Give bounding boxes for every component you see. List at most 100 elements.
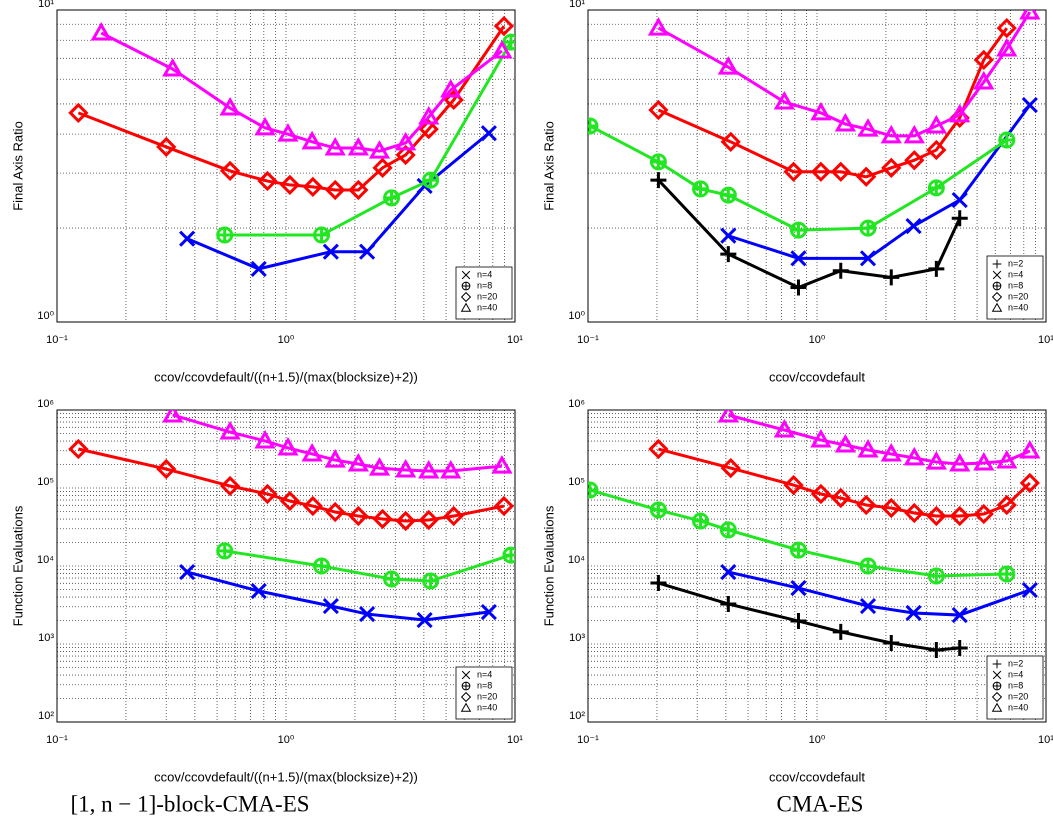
marker: [418, 509, 439, 531]
marker: [832, 623, 849, 640]
marker: [219, 97, 241, 116]
marker: [322, 597, 339, 615]
marker: [588, 117, 599, 135]
marker: [973, 70, 995, 90]
marker: [440, 79, 462, 98]
legend-label: n=8: [477, 680, 492, 690]
legend-marker: [460, 691, 472, 703]
marker: [783, 474, 804, 496]
marker: [783, 161, 804, 182]
caption: [1, n − 1]-block-CMA-ES: [70, 791, 309, 816]
legend-marker: [461, 670, 471, 680]
marker: [348, 505, 369, 527]
legend-label: n=20: [1008, 691, 1028, 701]
marker: [90, 21, 112, 41]
marker: [834, 433, 856, 453]
marker: [834, 113, 856, 132]
y-tick-label: 10⁰: [568, 310, 585, 322]
marker: [1019, 472, 1040, 494]
marker: [1021, 96, 1038, 114]
marker: [179, 230, 196, 247]
y-tick-label: 10¹: [569, 0, 585, 10]
marker: [926, 139, 947, 161]
y-tick-label: 10²: [569, 710, 585, 722]
marker: [810, 161, 832, 182]
marker: [789, 541, 807, 559]
marker: [395, 144, 416, 166]
y-tick-label: 10⁴: [568, 554, 585, 566]
marker: [650, 172, 667, 189]
marker: [998, 565, 1016, 583]
x-tick-label: 10⁻¹: [46, 734, 68, 746]
legend-marker: [992, 681, 1002, 691]
marker: [162, 410, 184, 423]
marker: [301, 130, 323, 150]
x-tick-label: 10¹: [507, 334, 523, 346]
marker: [418, 105, 440, 125]
marker: [927, 567, 945, 585]
legend-marker: [461, 270, 471, 280]
marker: [418, 119, 439, 140]
marker: [480, 603, 497, 621]
marker: [856, 494, 877, 516]
plot-series: [588, 10, 1041, 296]
legend-marker: [992, 281, 1002, 291]
marker: [926, 505, 947, 527]
marker: [904, 150, 925, 171]
marker: [810, 101, 832, 121]
marker: [322, 243, 339, 260]
marker: [649, 501, 667, 519]
marker: [219, 160, 241, 182]
legend-label: n=2: [1008, 258, 1023, 268]
legend-marker: [991, 702, 1003, 712]
marker: [881, 157, 902, 178]
marker: [279, 174, 301, 196]
marker: [973, 503, 994, 525]
legend-marker: [461, 681, 471, 691]
marker: [250, 260, 267, 277]
x-tick-label: 10⁰: [809, 334, 826, 346]
marker: [156, 136, 177, 158]
marker: [313, 557, 331, 575]
marker: [773, 91, 795, 110]
y-tick-label: 10¹: [38, 0, 54, 10]
marker: [773, 418, 795, 438]
y-tick-label: 10⁵: [568, 476, 585, 488]
legend-marker: [460, 291, 472, 303]
marker: [250, 582, 267, 600]
legend-marker: [992, 659, 1002, 669]
marker: [648, 438, 669, 460]
caption: CMA-ES: [777, 791, 864, 816]
marker: [491, 455, 513, 474]
x-axis-label: ccov/ccovdefault/((n+1.5)/(max(blocksize…: [154, 369, 418, 384]
marker: [720, 246, 737, 263]
marker: [996, 37, 1018, 57]
marker: [692, 512, 710, 530]
y-tick-label: 10⁵: [37, 476, 54, 488]
y-tick-label: 10³: [38, 632, 54, 644]
legend-box: [986, 255, 1044, 320]
marker: [493, 15, 515, 37]
marker: [996, 17, 1017, 39]
marker: [949, 103, 971, 123]
marker: [904, 502, 925, 524]
marker: [588, 481, 599, 499]
marker: [368, 457, 391, 476]
marker: [717, 410, 739, 423]
marker: [830, 487, 851, 509]
plot-frame: [587, 409, 1047, 723]
legend-marker: [460, 702, 472, 712]
legend-marker: [992, 259, 1002, 269]
marker: [789, 221, 807, 239]
marker: [254, 429, 276, 449]
x-tick-label: 10⁰: [809, 734, 826, 746]
x-tick-label: 10⁻¹: [577, 334, 599, 346]
marker: [720, 595, 737, 612]
plot-series: [68, 15, 515, 277]
y-axis-label: Final Axis Ratio: [541, 121, 556, 211]
marker: [156, 458, 177, 480]
series-line: [658, 447, 1031, 518]
marker: [383, 570, 401, 588]
plot-frame: [56, 409, 516, 723]
marker: [903, 446, 925, 466]
